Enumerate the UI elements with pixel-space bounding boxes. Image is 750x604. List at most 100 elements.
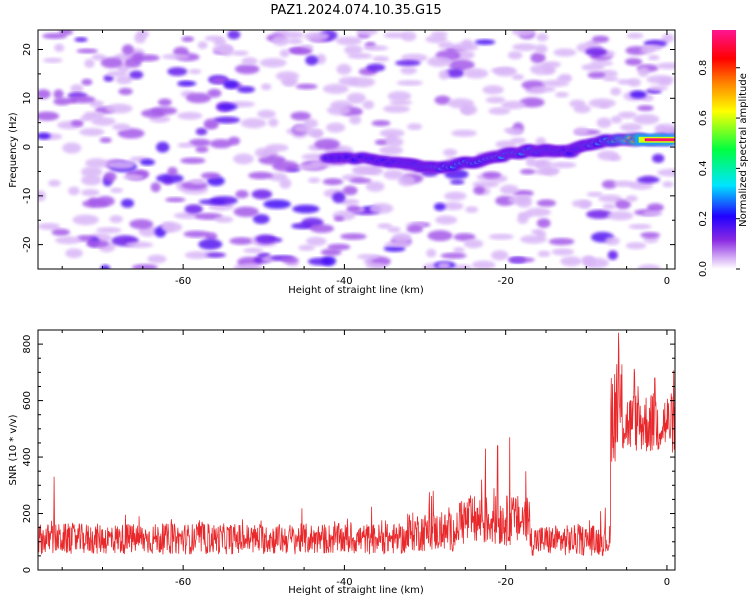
spectrogram-noise-blob [240,118,267,129]
spectrogram-noise-blob [309,224,334,233]
spectrogram-noise-blob [346,92,366,104]
spectrogram-noise-blob [209,139,233,149]
snr-frame [37,329,676,571]
spectrogram-noise-blob [488,233,514,240]
spectrogram-noise-blob [555,91,569,98]
spectrogram-frame [37,29,676,270]
spectrogram-noise-blob [76,48,99,54]
spectrogram-y-tick-label: 10 [22,92,33,105]
colorbar-tick-label: 0.4 [698,160,709,176]
spectrogram-noise-blob [254,147,271,158]
spectrogram-noise-blob [633,114,660,125]
spectrogram-noise-blob [198,199,227,205]
colorbar-tick-label: 0.2 [698,211,709,227]
spectrogram-noise-blob [525,207,552,217]
spectrogram-noise-blob [427,56,452,67]
spectrogram-noise-blob [139,159,156,166]
spectrogram-noise-blob [38,222,61,230]
spectrogram-noise-blob [263,199,291,209]
spectrogram-noise-blob [516,196,533,208]
spectrogram-noise-blob [377,223,393,229]
spectrogram-noise-blob [180,157,206,164]
snr-y-tick-label: 0 [22,567,33,573]
spectrogram-noise-blob [223,79,239,90]
spectrogram-noise-blob [536,33,549,42]
spectrogram-noise-blob [53,97,71,106]
spectrogram-noise-blob [190,178,206,185]
spectrogram-noise-blob [305,236,327,246]
spectrogram-noise-blob [637,105,654,112]
spectrogram-noise-blob [125,241,154,248]
spectrogram-noise-blob [287,38,303,45]
spectrogram-noise-blob [48,179,61,187]
spectrogram-noise-blob [99,137,112,144]
spectrogram-noise-blob [167,166,178,176]
spectrogram-noise-blob [185,92,212,104]
spectrogram-noise-blob [374,139,389,146]
spectrogram-noise-blob [614,199,631,210]
spectrogram-noise-blob [258,155,286,165]
spectrogram-noise-blob [38,89,51,99]
spectrogram-noise-blob [548,238,575,246]
spectrogram-noise-blob [485,96,506,104]
spectrogram-noise-blob [194,212,223,220]
colorbar-tick-label: 0.6 [698,110,709,126]
spectrogram-noise-blob [131,264,158,269]
spectrogram-noise-blob [81,189,100,197]
snr-y-tick-label: 600 [22,391,33,410]
spectrogram-noise-blob [387,226,401,233]
spectrogram-noise-blob [129,219,154,230]
spectrogram-noise-blob [216,103,238,111]
spectrogram-noise-blob [232,50,249,56]
spectrogram-noise-blob [252,214,270,224]
spectrogram-noise-blob [89,100,104,108]
spectrogram-noise-blob [519,97,545,108]
spectrogram-noise-blob [610,115,623,124]
spectrogram-noise-blob [70,95,96,104]
spectrogram-noise-blob [507,257,535,263]
spectrogram-noise-blob [369,203,394,214]
spectrogram-noise-blob [444,191,467,201]
spectrogram-noise-blob [569,99,586,108]
spectrogram-noise-blob [112,123,131,131]
spectrogram-noise-blob [84,58,95,68]
spectrogram-noise-blob [610,87,622,96]
spectrogram-noise-blob [131,52,145,62]
colorbar-ticks: 0.0 0.2 0.4 0.6 0.8 [698,60,740,277]
spectrogram-noise-blob [510,137,527,144]
spectrogram-noise-blob [305,55,319,66]
spectrogram-noise-blob [512,43,538,51]
spectrogram-noise-blob [365,262,387,269]
spectrogram-noise-blob [474,39,496,45]
spectrogram-noise-blob [529,86,556,93]
spectrogram-noise-blob [536,218,551,229]
spectrogram-noise-blob [395,60,421,66]
spectrogram-noise-blob [400,66,417,75]
spectrogram-noise-blob [341,198,360,206]
spectrogram-noise-blob [590,60,614,66]
spectrogram-noise-blob [335,36,363,46]
colorbar-tick-label: 0.0 [698,261,709,277]
snr-y-tick-label: 200 [22,504,33,523]
spectrogram-noise-blob [70,84,84,94]
spectrogram-noise-blob [322,178,344,186]
spectrogram-noise-blob [643,210,663,217]
spectrogram-noise-blob [560,256,582,267]
spectrogram-noise-blob [86,240,109,248]
spectrogram-noise-blob [275,71,300,81]
spectrogram-noise-blob [389,100,413,106]
spectrogram-noise-blob [65,248,83,258]
spectrogram-noise-blob [167,67,188,76]
spectrogram-noise-blob [105,103,133,114]
spectrogram-noise-blob [387,91,412,102]
spectrogram-noise-blob [326,105,351,116]
spectrogram-noise-blob [579,200,591,209]
spectrogram-noise-blob [161,222,183,233]
spectrogram-noise-blob [197,41,208,50]
spectrogram-noise-blob [203,252,226,258]
spectrogram-noise-blob [177,142,194,148]
spectrogram-noise-blob [72,214,99,226]
spectrogram-noise-blob [136,30,150,38]
colorbar-label: Normalized spectral amplitude [738,73,749,227]
spectrogram-noise-blob [62,142,82,154]
